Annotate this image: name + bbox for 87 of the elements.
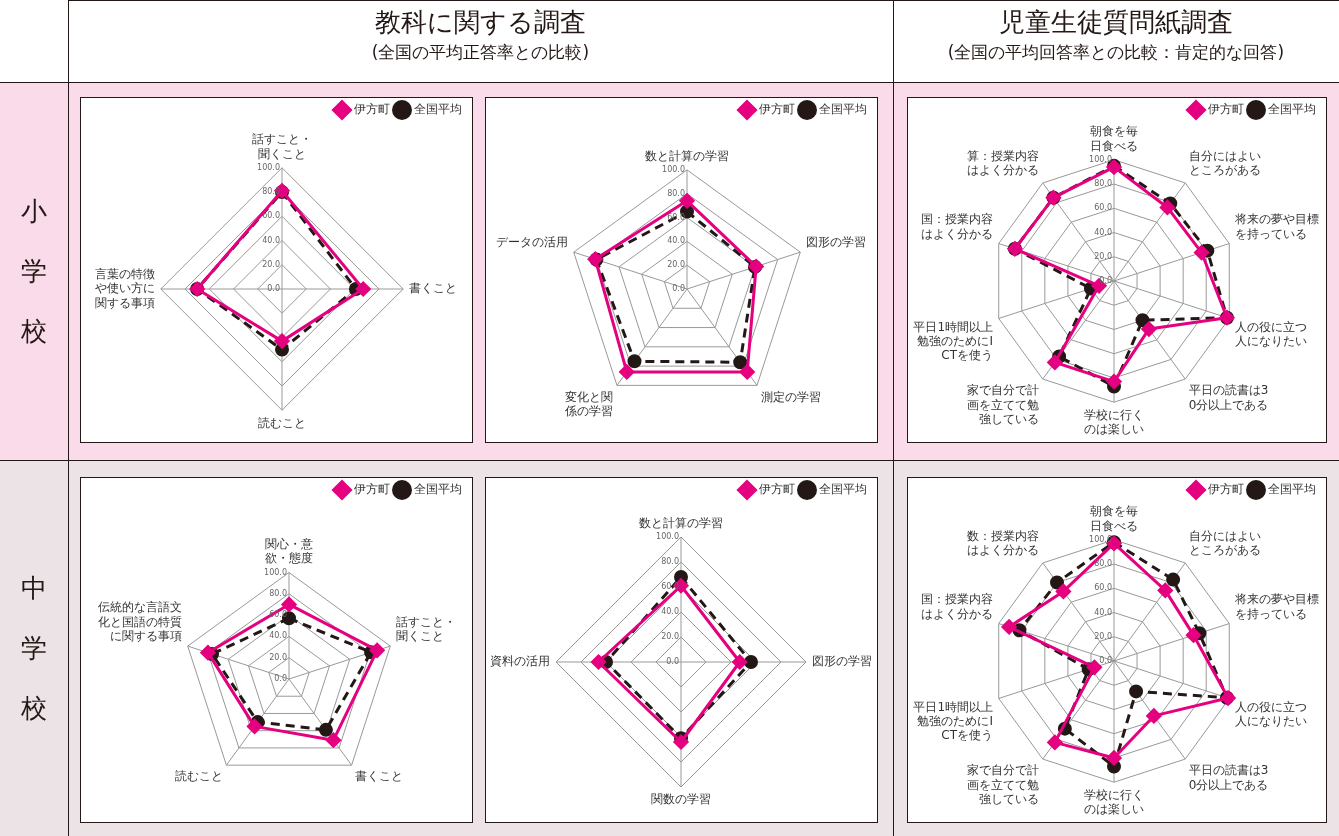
spoke-label: 朝食を毎日食べる xyxy=(1090,124,1138,153)
spoke-label: 話すこと・聞くこと xyxy=(252,132,312,161)
spoke-label: 伝統的な言語文化と国語の特質に関する事項 xyxy=(98,600,182,644)
spoke-label: 数：授業内容はよく分かる xyxy=(967,528,1040,558)
spoke-label: 話すこと・聞くこと xyxy=(396,614,456,644)
spoke-label: 数と計算の学習 xyxy=(645,148,729,163)
chart-title: 児童生徒質問紙調査 xyxy=(998,6,1234,39)
spoke-label: 平日の読書は30分以上である xyxy=(1188,763,1269,792)
spoke-label: 書くこと xyxy=(355,769,404,784)
spoke-label: 国：授業内容はよく分かる xyxy=(921,212,994,241)
legend-label: 伊方町 xyxy=(354,102,390,117)
spoke-label: 家で自分で計画を立てて勉強している xyxy=(967,383,1040,427)
y-tick-label: 0.0 xyxy=(267,284,280,294)
y-tick-label: 60.0 xyxy=(1094,203,1112,213)
y-tick-label: 0.0 xyxy=(666,657,679,667)
y-tick-label: 60.0 xyxy=(262,211,280,221)
spoke-label: 言葉の特徴や使い方に関する事項 xyxy=(94,266,155,310)
legend-label: 伊方町 xyxy=(759,482,795,497)
spoke-label: 平日1時間以上勉強のためにICTを使う xyxy=(913,319,994,363)
legend-label: 全国平均 xyxy=(414,102,462,117)
y-tick-label: 60.0 xyxy=(269,610,287,620)
legend-label: 伊方町 xyxy=(1208,102,1244,117)
y-tick-label: 40.0 xyxy=(262,235,280,245)
chart-subtitle: (全国の平均正答率との比較) xyxy=(370,41,591,64)
spoke-label: 自分にはよいところがある xyxy=(1188,148,1261,178)
spoke-label: 人の役に立つ人になりたい xyxy=(1234,319,1307,349)
spoke-label: 学校に行くのは楽しい xyxy=(1084,407,1144,436)
y-tick-label: 80.0 xyxy=(1094,179,1112,189)
spoke-label: 算：授業内容はよく分かる xyxy=(967,148,1040,178)
y-tick-label: 20.0 xyxy=(667,260,685,270)
y-tick-label: 100.0 xyxy=(662,164,685,174)
y-tick-label: 100.0 xyxy=(656,532,679,542)
y-tick-label: 60.0 xyxy=(1094,583,1112,593)
chart-title: 教科に関する調査 xyxy=(374,6,587,39)
legend-label: 全国平均 xyxy=(414,482,462,497)
y-tick-label: 40.0 xyxy=(269,631,287,641)
chart-subtitle: (全国の平均回答率との比較：肯定的な回答) xyxy=(946,41,1286,64)
y-tick-label: 100.0 xyxy=(257,162,280,172)
legend-label: 伊方町 xyxy=(759,102,795,117)
spoke-label: 図形の学習 xyxy=(812,654,872,669)
spoke-label: 朝食を毎日食べる xyxy=(1090,504,1138,533)
spoke-label: 平日1時間以上勉強のためにICTを使う xyxy=(913,699,994,743)
y-tick-label: 80.0 xyxy=(661,557,679,567)
y-tick-label: 40.0 xyxy=(1094,607,1112,617)
y-tick-label: 0.0 xyxy=(274,674,287,684)
y-tick-label: 0.0 xyxy=(672,284,685,294)
y-tick-label: 100.0 xyxy=(1089,154,1112,164)
y-tick-label: 40.0 xyxy=(1094,227,1112,237)
legend-label: 全国平均 xyxy=(819,102,867,117)
y-tick-label: 80.0 xyxy=(667,188,685,198)
y-tick-label: 20.0 xyxy=(661,632,679,642)
y-tick-label: 40.0 xyxy=(667,236,685,246)
spoke-label: 変化と関係の学習 xyxy=(564,389,614,418)
spoke-label: 図形の学習 xyxy=(806,235,866,250)
spoke-label: 国：授業内容はよく分かる xyxy=(921,592,994,621)
spoke-label: 読むこと xyxy=(258,415,306,430)
spoke-label: 自分にはよいところがある xyxy=(1188,528,1261,558)
spoke-label: 家で自分で計画を立てて勉強している xyxy=(967,763,1040,807)
spoke-label: 学校に行くのは楽しい xyxy=(1084,787,1144,816)
legend-label: 全国平均 xyxy=(819,482,867,497)
spoke-label: 関心・意欲・態度 xyxy=(265,537,313,566)
y-tick-label: 20.0 xyxy=(1094,251,1112,261)
y-tick-label: 20.0 xyxy=(269,652,287,662)
spoke-label: 将来の夢や目標を持っている xyxy=(1233,592,1319,621)
spoke-label: データの活用 xyxy=(496,235,568,250)
text: 小学校 xyxy=(20,195,48,348)
y-tick-label: 20.0 xyxy=(262,259,280,269)
legend-label: 全国平均 xyxy=(1268,102,1316,117)
spoke-label: 測定の学習 xyxy=(760,389,821,404)
spoke-label: 資料の活用 xyxy=(490,654,550,669)
spoke-label: 数と計算の学習 xyxy=(639,515,723,530)
y-tick-label: 20.0 xyxy=(1094,631,1112,641)
spoke-label: 人の役に立つ人になりたい xyxy=(1234,699,1307,729)
spoke-label: 将来の夢や目標を持っている xyxy=(1233,212,1319,241)
text: 中学校 xyxy=(20,572,48,725)
spoke-label: 平日の読書は30分以上である xyxy=(1188,383,1269,412)
y-tick-label: 0.0 xyxy=(1099,656,1112,666)
legend-label: 伊方町 xyxy=(354,482,390,497)
y-tick-label: 80.0 xyxy=(1094,559,1112,569)
legend-label: 伊方町 xyxy=(1208,482,1244,497)
legend-label: 全国平均 xyxy=(1268,482,1316,497)
y-tick-label: 40.0 xyxy=(661,607,679,617)
spoke-label: 関数の学習 xyxy=(651,792,711,807)
y-tick-label: 100.0 xyxy=(264,567,287,577)
spoke-label: 読むこと xyxy=(174,769,223,784)
y-tick-label: 80.0 xyxy=(269,588,287,598)
spoke-label: 書くこと xyxy=(409,281,458,296)
